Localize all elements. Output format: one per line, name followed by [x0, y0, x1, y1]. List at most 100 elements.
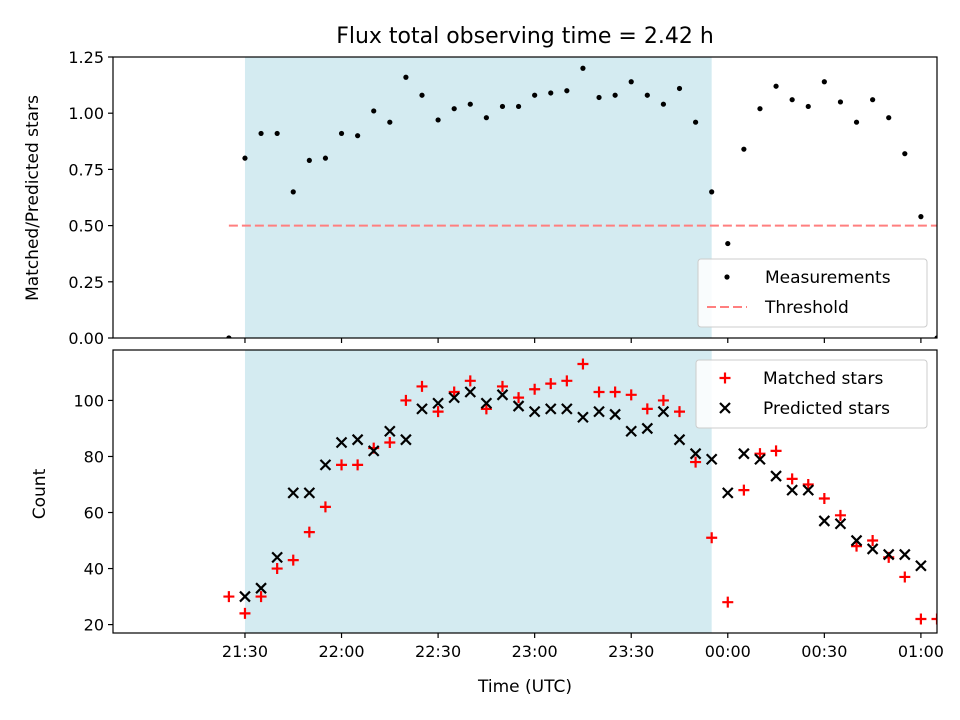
data-point	[532, 92, 538, 98]
data-point	[821, 79, 827, 85]
x-tick-label: 01:00	[898, 642, 944, 661]
data-point	[674, 406, 685, 418]
data-point	[499, 103, 506, 110]
data-point	[834, 517, 847, 530]
data-point	[628, 79, 634, 85]
legend-box	[695, 359, 928, 429]
data-point	[480, 397, 493, 410]
data-point	[770, 445, 782, 457]
data-point	[902, 151, 908, 157]
data-point	[545, 378, 557, 390]
data-point	[899, 548, 911, 561]
data-point	[657, 394, 669, 406]
y-tick-label: 0.75	[68, 160, 104, 179]
legend-marker	[724, 274, 730, 280]
y-tick-label: 0.25	[68, 273, 104, 292]
data-point	[512, 400, 525, 412]
data-point	[886, 115, 892, 121]
x-tick-label: 21:30	[222, 642, 268, 661]
data-point	[483, 115, 489, 121]
axes-frame	[112, 56, 938, 339]
data-point	[287, 554, 299, 566]
data-point	[802, 484, 815, 496]
y-tick-label: 40	[84, 560, 104, 579]
data-point	[351, 433, 364, 446]
data-point	[657, 405, 670, 418]
x-tick-label: 00:30	[801, 642, 847, 661]
y-tick-label: 0.50	[68, 217, 104, 236]
data-point	[705, 453, 718, 466]
data-point	[226, 335, 232, 338]
data-point	[384, 425, 396, 438]
data-point	[467, 101, 473, 107]
data-point	[255, 582, 267, 594]
data-point	[593, 405, 605, 418]
data-point	[338, 130, 345, 137]
data-point	[577, 358, 589, 370]
data-point	[448, 391, 460, 404]
data-point	[853, 119, 860, 125]
data-point	[303, 487, 316, 499]
legend-label: Threshold	[764, 298, 849, 318]
data-point	[352, 459, 364, 471]
data-point	[306, 157, 312, 164]
series-measurements	[226, 65, 955, 340]
data-point	[336, 459, 348, 471]
data-point	[480, 403, 492, 415]
data-point	[805, 103, 811, 110]
data-point	[676, 85, 683, 92]
data-point	[271, 563, 283, 575]
data-point	[242, 155, 248, 161]
observing-window-span	[244, 350, 712, 633]
data-point	[387, 119, 393, 125]
data-point	[448, 386, 460, 398]
data-point	[515, 103, 522, 110]
legend: Measurements Threshold	[697, 258, 928, 328]
legend: Matched stars Predicted stars	[695, 359, 928, 429]
data-point	[754, 453, 766, 466]
series-predicted-stars	[239, 386, 927, 603]
observing-window-span	[244, 57, 712, 338]
x-axis-label: Time (UTC)	[477, 677, 572, 697]
data-point	[867, 535, 879, 547]
data-point	[851, 540, 863, 552]
data-point	[690, 456, 702, 468]
data-point	[274, 130, 280, 137]
data-point	[950, 335, 955, 340]
data-point	[303, 526, 315, 538]
axes-frame	[112, 349, 938, 634]
data-point	[609, 408, 621, 421]
y-tick-label: 60	[84, 504, 104, 523]
data-point	[786, 484, 798, 496]
data-point	[290, 189, 296, 195]
data-point	[403, 74, 409, 80]
data-point	[593, 386, 605, 398]
data-point	[612, 92, 618, 98]
data-point	[416, 380, 428, 392]
data-point	[239, 607, 251, 619]
legend-label: Matched stars	[763, 369, 883, 389]
data-point	[255, 591, 267, 603]
data-point	[223, 591, 235, 603]
data-point	[722, 596, 734, 608]
data-point	[625, 425, 637, 438]
data-point	[435, 117, 441, 123]
data-point	[432, 397, 444, 410]
data-point	[786, 473, 798, 485]
y-tick-label: 1.25	[68, 48, 104, 67]
y-tick-label: 100	[73, 391, 104, 410]
legend-label: Measurements	[765, 268, 891, 288]
data-point	[564, 88, 570, 94]
data-point	[899, 571, 911, 583]
data-point	[770, 470, 782, 482]
x-tick-label: 23:30	[608, 642, 654, 661]
y-tick-label: 1.00	[68, 104, 104, 123]
data-point	[419, 92, 425, 98]
data-point	[725, 240, 731, 247]
data-point	[464, 375, 476, 387]
x-tick-label: 22:30	[415, 642, 461, 661]
data-point	[528, 405, 541, 418]
data-point	[918, 214, 924, 220]
data-point	[802, 478, 814, 490]
